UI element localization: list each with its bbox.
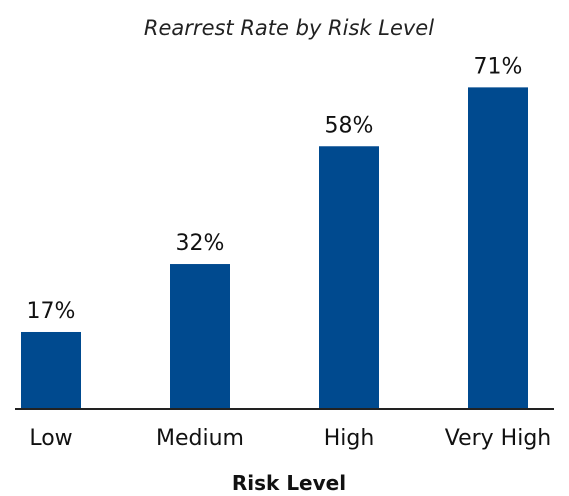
- bar-very-high: [468, 87, 528, 410]
- bars-group: [21, 87, 528, 410]
- data-label-medium: 32%: [176, 231, 225, 256]
- bar-low: [21, 331, 81, 409]
- data-label-high: 58%: [325, 113, 374, 138]
- tick-label-low: Low: [29, 426, 72, 451]
- chart-title: Rearrest Rate by Risk Level: [144, 16, 434, 40]
- bar-high: [319, 146, 379, 409]
- tick-label-medium: Medium: [156, 426, 244, 451]
- bar-medium: [170, 264, 230, 409]
- tick-labels-group: Low Medium High Very High: [29, 426, 551, 451]
- data-label-low: 17%: [27, 299, 76, 324]
- tick-label-very-high: Very High: [445, 426, 552, 451]
- data-labels-group: 17% 32% 58% 71%: [27, 54, 523, 324]
- x-axis-label: Risk Level: [232, 471, 346, 495]
- data-label-very-high: 71%: [474, 54, 523, 79]
- tick-label-high: High: [324, 426, 375, 451]
